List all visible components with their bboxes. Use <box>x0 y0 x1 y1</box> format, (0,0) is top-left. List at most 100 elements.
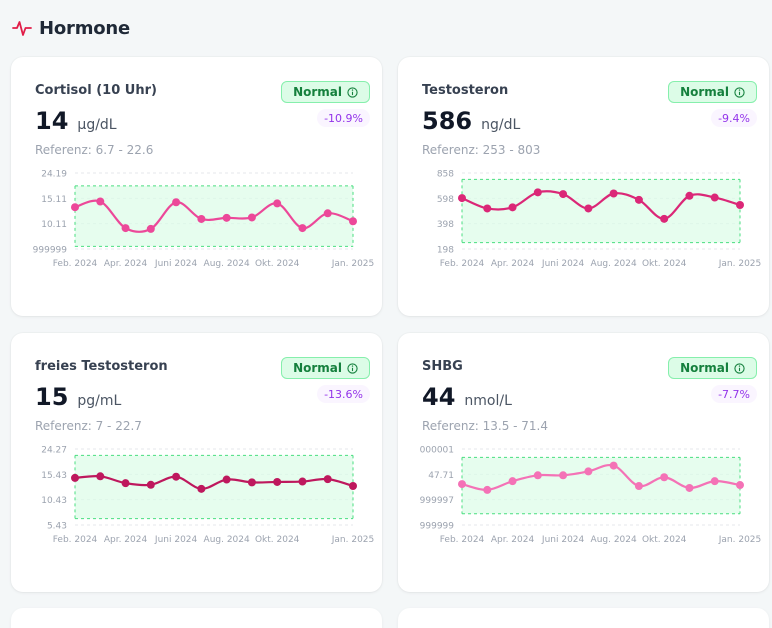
hormone-card-cortisol[interactable]: Cortisol (10 Uhr) Normal -10.9% 14 µg/dL… <box>11 57 382 316</box>
hormone-card-partial <box>398 608 769 628</box>
data-point[interactable] <box>273 199 282 208</box>
x-tick-label: Apr. 2024 <box>491 535 535 545</box>
data-point[interactable] <box>247 478 256 487</box>
data-point[interactable] <box>222 475 231 484</box>
data-point[interactable] <box>273 477 282 486</box>
data-point[interactable] <box>146 480 155 489</box>
data-point[interactable] <box>71 203 79 212</box>
y-tick-label: 10.43 <box>41 496 67 506</box>
free-testosteron-trend-chart[interactable]: 24.27 15.43 10.43 5.43 Feb. 2024 Apr. 2024 Jun… <box>11 441 382 559</box>
y-tick-label: 858 <box>437 170 454 180</box>
data-point[interactable] <box>609 461 618 470</box>
status-badge[interactable]: Normal <box>281 81 370 103</box>
y-tick-label: 398 <box>437 220 454 230</box>
data-point[interactable] <box>508 477 517 486</box>
y-tick-label: 999999 <box>33 246 68 256</box>
data-point[interactable] <box>634 195 643 204</box>
data-point[interactable] <box>660 473 669 482</box>
hormone-unit: µg/dL <box>77 117 117 133</box>
data-point[interactable] <box>298 477 307 486</box>
reference-range: Referenz: 7 - 22.7 <box>35 419 142 433</box>
data-point[interactable] <box>247 213 256 222</box>
status-badge[interactable]: Normal <box>281 357 370 379</box>
info-icon <box>347 86 358 98</box>
testosteron-trend-chart[interactable]: 858 598 398 198 Feb. 2024 Apr. 2024 Juni 2024 A… <box>398 165 769 283</box>
data-point[interactable] <box>323 475 332 484</box>
x-tick-label: Aug. 2024 <box>591 259 637 269</box>
x-tick-label: Aug. 2024 <box>591 535 637 545</box>
hormone-unit: pg/mL <box>77 393 122 409</box>
data-point[interactable] <box>197 214 206 223</box>
reference-range: Referenz: 13.5 - 71.4 <box>422 419 548 433</box>
status-label: Normal <box>293 361 342 375</box>
data-point[interactable] <box>146 224 155 233</box>
x-tick-label: Okt. 2024 <box>255 535 300 545</box>
status-label: Normal <box>680 85 729 99</box>
reference-band <box>75 455 353 519</box>
data-point[interactable] <box>483 204 492 213</box>
data-point[interactable] <box>559 190 568 199</box>
data-point[interactable] <box>483 485 492 494</box>
hormone-card-testosteron[interactable]: Testosteron Normal -9.4% 586 ng/dL Refer… <box>398 57 769 316</box>
data-point[interactable] <box>508 203 517 212</box>
y-tick-label: 24.27 <box>41 446 67 456</box>
data-point[interactable] <box>710 193 719 202</box>
status-badge[interactable]: Normal <box>668 81 757 103</box>
change-badge: -13.6% <box>317 385 370 403</box>
data-point[interactable] <box>634 482 643 491</box>
data-point[interactable] <box>584 204 593 213</box>
data-point[interactable] <box>736 481 744 490</box>
data-point[interactable] <box>458 480 466 489</box>
data-point[interactable] <box>458 194 466 203</box>
shbg-trend-chart[interactable]: 000001 47.71 999997 999999 Feb. 2024 Apr. 202… <box>398 441 769 559</box>
data-point[interactable] <box>323 209 332 218</box>
section-title: Hormone <box>39 17 131 39</box>
card-name: Cortisol (10 Uhr) <box>35 83 157 98</box>
data-point[interactable] <box>172 198 181 207</box>
data-point[interactable] <box>349 481 357 490</box>
data-point[interactable] <box>197 484 206 493</box>
data-point[interactable] <box>660 214 669 223</box>
data-point[interactable] <box>710 477 719 486</box>
change-badge: -10.9% <box>317 109 370 127</box>
data-point[interactable] <box>584 467 593 476</box>
data-point[interactable] <box>298 224 307 233</box>
data-point[interactable] <box>349 217 357 226</box>
x-tick-label: Jan. 2025 <box>718 259 762 269</box>
info-icon <box>734 86 745 98</box>
data-point[interactable] <box>222 213 231 222</box>
reference-range: Referenz: 253 - 803 <box>422 143 541 157</box>
data-point[interactable] <box>533 188 542 197</box>
y-tick-label: 598 <box>437 195 454 205</box>
status-label: Normal <box>680 361 729 375</box>
card-name: SHBG <box>422 359 463 374</box>
cortisol-trend-chart[interactable]: 24.19 15.11 10.11 999999 Feb. 2024 Apr. 2024 J… <box>11 165 382 283</box>
data-point[interactable] <box>121 479 130 488</box>
data-point[interactable] <box>96 472 105 481</box>
info-icon <box>347 362 358 374</box>
status-label: Normal <box>293 85 342 99</box>
data-point[interactable] <box>685 191 694 200</box>
x-tick-label: Juni 2024 <box>541 535 585 545</box>
card-name: freies Testosteron <box>35 359 168 374</box>
hormone-card-free-testosteron[interactable]: freies Testosteron Normal -13.6% 15 pg/m… <box>11 333 382 592</box>
x-tick-label: Aug. 2024 <box>204 259 250 269</box>
data-point[interactable] <box>609 189 618 198</box>
data-point[interactable] <box>685 483 694 492</box>
hormone-card-shbg[interactable]: SHBG Normal -7.7% 44 nmol/L Referenz: 13… <box>398 333 769 592</box>
x-tick-label: Jan. 2025 <box>331 535 375 545</box>
status-badge[interactable]: Normal <box>668 357 757 379</box>
data-point[interactable] <box>71 473 79 482</box>
y-tick-label: 15.11 <box>41 195 67 205</box>
x-tick-label: Juni 2024 <box>154 535 198 545</box>
data-point[interactable] <box>172 472 181 481</box>
data-point[interactable] <box>121 224 130 233</box>
data-point[interactable] <box>96 197 105 206</box>
data-point[interactable] <box>533 471 542 480</box>
x-tick-label: Apr. 2024 <box>104 535 148 545</box>
data-point[interactable] <box>559 471 568 480</box>
data-point[interactable] <box>736 201 744 210</box>
y-tick-label: 000001 <box>420 446 454 456</box>
y-tick-label: 10.11 <box>41 220 67 230</box>
hormone-value: 586 <box>422 107 473 135</box>
